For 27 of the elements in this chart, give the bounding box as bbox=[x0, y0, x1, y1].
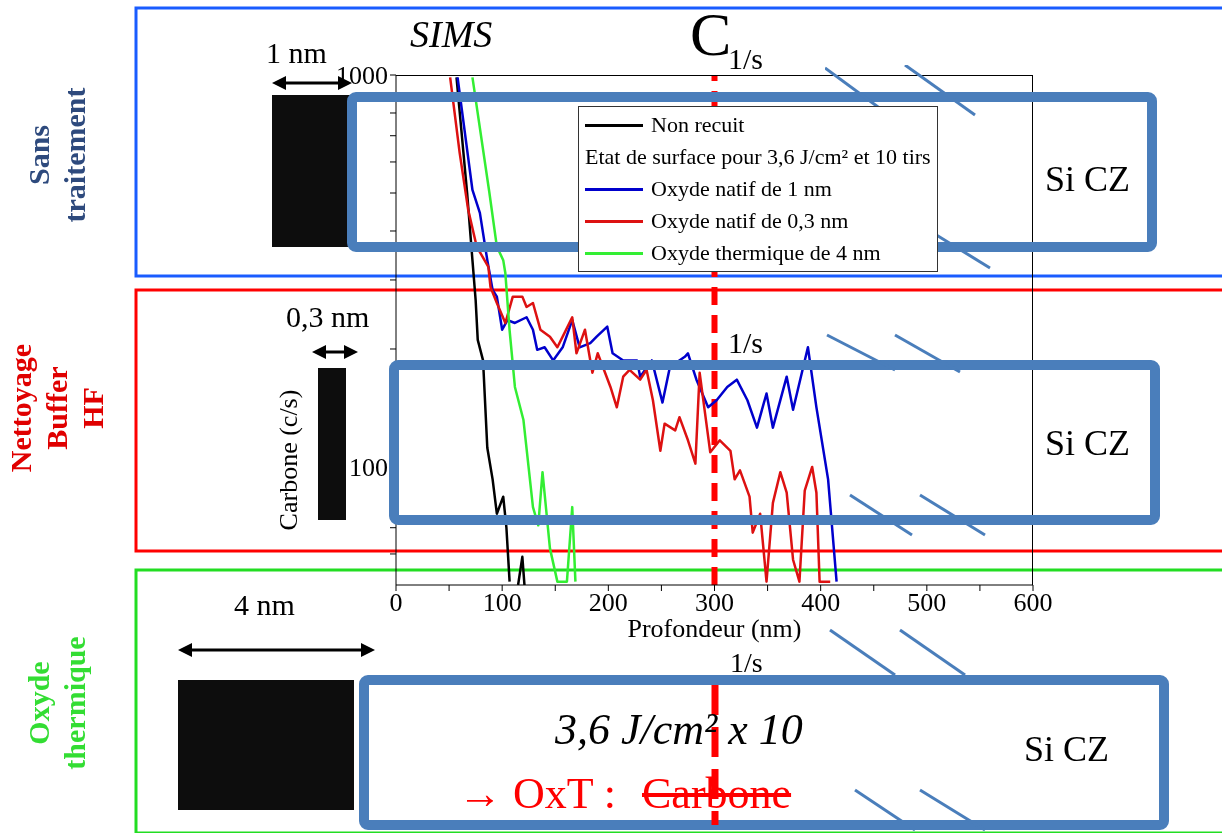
y-axis-title: Carbone (c/s) bbox=[274, 389, 304, 531]
text: Nettoyage Buffer HF bbox=[3, 343, 110, 473]
x-tick-label: 200 bbox=[588, 588, 628, 618]
text: Oxyde thermique bbox=[21, 636, 92, 770]
text: 4 nm bbox=[234, 588, 295, 621]
text: Si CZ bbox=[1045, 423, 1131, 464]
text: → OxT : bbox=[458, 769, 617, 819]
legend-label: Oxyde natif de 1 nm bbox=[651, 176, 832, 202]
x-tick-label: 400 bbox=[801, 588, 841, 618]
x-tick-label: 0 bbox=[389, 588, 403, 618]
x-tick-label: 600 bbox=[1013, 588, 1053, 618]
text: Si CZ bbox=[1045, 159, 1131, 200]
x-tick-label: 100 bbox=[482, 588, 522, 618]
text: Si CZ bbox=[1024, 729, 1110, 770]
text: Carbone bbox=[642, 769, 792, 819]
annotation: 1/s bbox=[728, 326, 764, 359]
text: 1/s bbox=[730, 647, 763, 679]
x-tick-label: 500 bbox=[907, 588, 947, 618]
legend-label: Non recuit bbox=[651, 112, 745, 138]
legend-title: Etat de surface pour 3,6 J/cm² et 10 tirs bbox=[585, 143, 931, 171]
legend-label: Oxyde thermique de 4 nm bbox=[651, 240, 881, 266]
text: 0,3 nm bbox=[286, 300, 370, 333]
text: 1 nm bbox=[266, 36, 327, 69]
legend-label: Oxyde natif de 0,3 nm bbox=[651, 208, 849, 234]
chart-title: SIMS bbox=[410, 12, 493, 56]
text: Sans traitement bbox=[21, 87, 92, 223]
text: 3,6 J/cm² x 10 bbox=[555, 705, 803, 755]
